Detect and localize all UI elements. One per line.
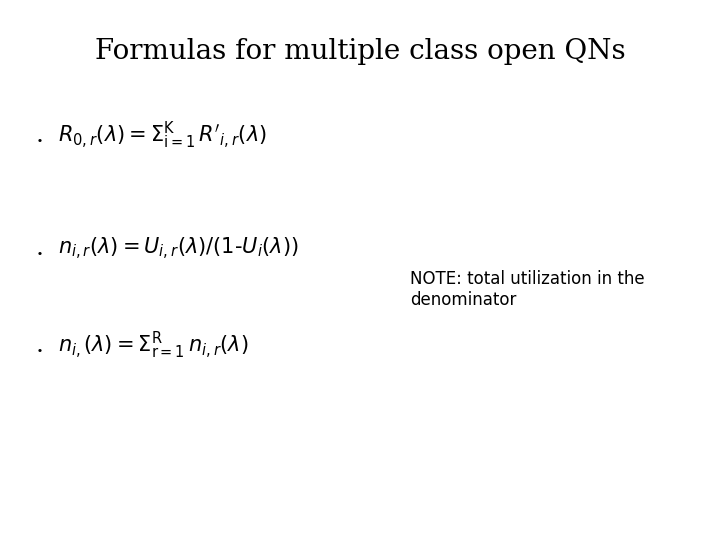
Text: .: . (36, 334, 44, 357)
Text: .: . (36, 124, 44, 146)
Text: $n_{i,}(\lambda) = \Sigma^{\mathrm{R}}_{\mathrm{r=1}}\, n_{i,r}(\lambda)$: $n_{i,}(\lambda) = \Sigma^{\mathrm{R}}_{… (58, 330, 248, 361)
Text: .: . (36, 237, 44, 260)
Text: $n_{i,r}(\lambda) = U_{i,r}(\lambda) / (1\text{-}U_{i}(\lambda))$: $n_{i,r}(\lambda) = U_{i,r}(\lambda) / (… (58, 235, 298, 261)
Text: NOTE: total utilization in the
denominator: NOTE: total utilization in the denominat… (410, 270, 645, 309)
Text: $R_{0,r}(\lambda) = \Sigma^{\mathrm{K}}_{\mathrm{i=1}}\, R'_{i,r}(\lambda)$: $R_{0,r}(\lambda) = \Sigma^{\mathrm{K}}_… (58, 119, 266, 151)
Text: Formulas for multiple class open QNs: Formulas for multiple class open QNs (95, 38, 625, 65)
